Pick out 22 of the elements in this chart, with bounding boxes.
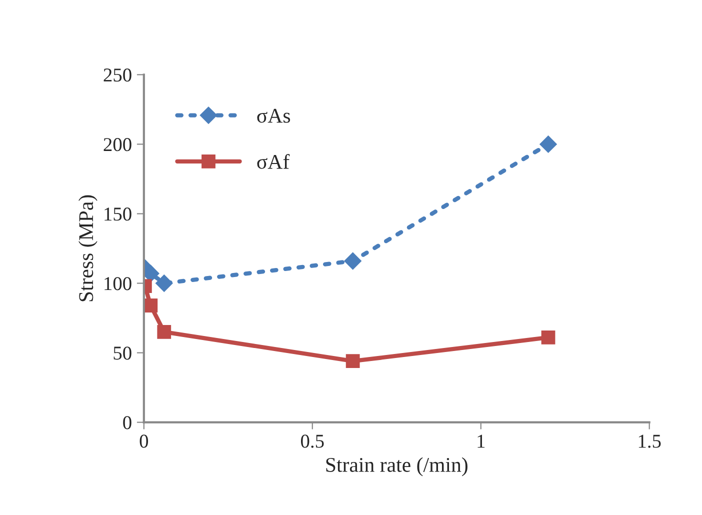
- y-tick-label: 50: [114, 346, 132, 360]
- y-tick-label: 150: [104, 208, 132, 221]
- point: [144, 298, 158, 312]
- x-tick-label: 1: [478, 434, 485, 448]
- point: [144, 264, 160, 282]
- legend-label: σAs: [257, 108, 290, 123]
- y-tick-label: 250: [104, 68, 132, 82]
- y-tick-label: 0: [123, 416, 132, 430]
- point: [540, 136, 557, 153]
- point: [346, 354, 360, 368]
- x-axis-title: Strain rate (/min): [326, 457, 468, 476]
- y-tick-label: 200: [104, 138, 132, 152]
- point: [157, 324, 172, 339]
- y-tick-label: 100: [104, 277, 132, 290]
- point: [156, 274, 173, 292]
- point: [541, 330, 556, 344]
- legend-label: σAf: [257, 154, 290, 169]
- x-tick-label: 1.5: [638, 434, 661, 448]
- y-axis-title: Stress (MPa): [78, 195, 98, 302]
- point: [344, 252, 362, 270]
- x-tick-label: 0: [140, 434, 148, 448]
- x-tick-label: 0.5: [300, 434, 324, 448]
